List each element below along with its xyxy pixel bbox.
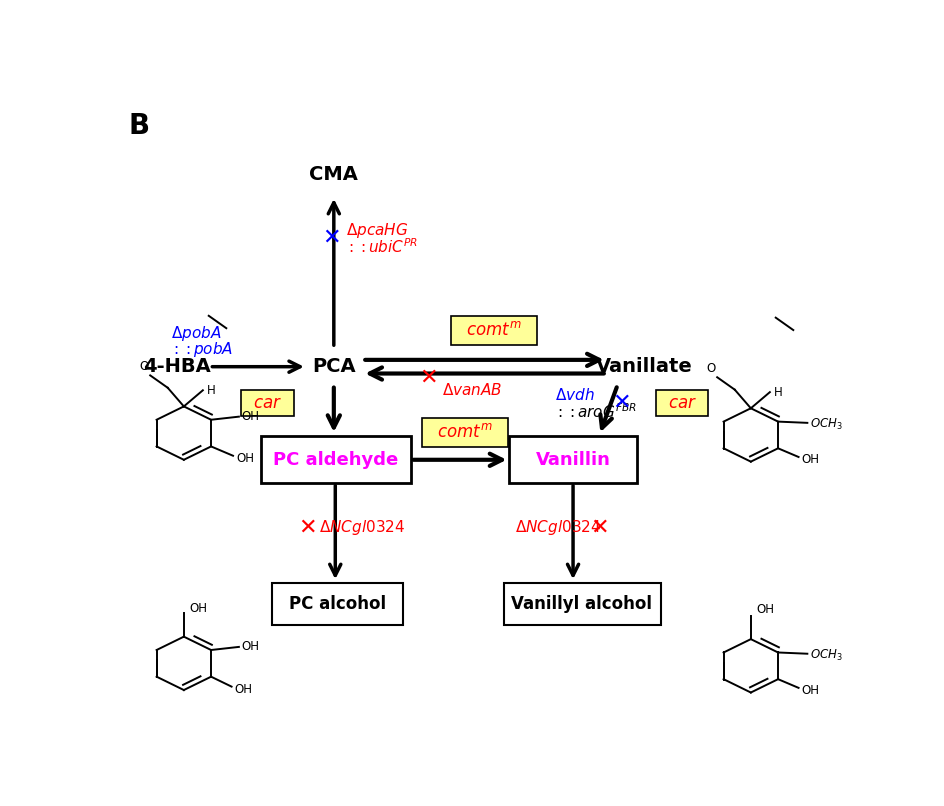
Text: $\Delta NCgl0324$: $\Delta NCgl0324$	[515, 518, 601, 537]
Text: ✕: ✕	[322, 227, 341, 247]
Text: ✕: ✕	[298, 517, 317, 538]
Text: $\Delta vdh$: $\Delta vdh$	[555, 387, 596, 403]
FancyBboxPatch shape	[241, 390, 294, 417]
Text: $OCH_3$: $OCH_3$	[810, 648, 843, 663]
Text: OH: OH	[242, 641, 260, 654]
Text: $::ubiC^{PR}$: $::ubiC^{PR}$	[346, 238, 418, 256]
Text: $::pobA$: $::pobA$	[171, 340, 233, 359]
Text: H: H	[774, 385, 783, 399]
Text: PC aldehyde: PC aldehyde	[273, 451, 398, 469]
Text: $\Delta pcaHG$: $\Delta pcaHG$	[346, 221, 409, 239]
Text: PCA: PCA	[312, 357, 356, 376]
Text: O: O	[707, 362, 716, 375]
Text: 4-HBA: 4-HBA	[143, 357, 211, 376]
Text: $OCH_3$: $OCH_3$	[810, 418, 843, 432]
Text: $\Delta NCgl0324$: $\Delta NCgl0324$	[319, 518, 406, 537]
Text: ✕: ✕	[590, 517, 609, 538]
Text: Vanillyl alcohol: Vanillyl alcohol	[512, 596, 652, 613]
Text: OH: OH	[242, 410, 260, 423]
Text: $comt^m$: $comt^m$	[437, 423, 493, 441]
Text: OH: OH	[801, 453, 819, 466]
Text: CMA: CMA	[310, 164, 359, 184]
FancyBboxPatch shape	[503, 584, 661, 625]
Text: $comt^m$: $comt^m$	[466, 322, 522, 339]
Text: Vanillate: Vanillate	[597, 357, 693, 376]
Text: $car$: $car$	[667, 394, 697, 413]
FancyBboxPatch shape	[656, 390, 708, 417]
Text: ✕: ✕	[420, 368, 438, 388]
Text: OH: OH	[801, 683, 819, 697]
Text: $\Delta pobA$: $\Delta pobA$	[171, 324, 221, 343]
FancyBboxPatch shape	[422, 418, 508, 447]
Text: O: O	[140, 360, 149, 373]
FancyBboxPatch shape	[510, 436, 637, 483]
Text: OH: OH	[757, 603, 775, 616]
FancyBboxPatch shape	[451, 316, 537, 345]
FancyBboxPatch shape	[261, 436, 411, 483]
Text: $\Delta vanAB$: $\Delta vanAB$	[442, 382, 502, 397]
Text: $::aroG^{FBR}$: $::aroG^{FBR}$	[555, 402, 637, 421]
Text: $car$: $car$	[253, 394, 281, 413]
Text: B: B	[129, 112, 150, 140]
Text: ✕: ✕	[612, 393, 631, 413]
Text: OH: OH	[190, 601, 208, 615]
FancyBboxPatch shape	[272, 584, 403, 625]
Text: H: H	[208, 384, 216, 397]
Text: OH: OH	[236, 451, 254, 465]
Text: OH: OH	[234, 683, 252, 696]
Text: PC alcohol: PC alcohol	[289, 596, 386, 613]
Text: Vanillin: Vanillin	[535, 451, 611, 469]
